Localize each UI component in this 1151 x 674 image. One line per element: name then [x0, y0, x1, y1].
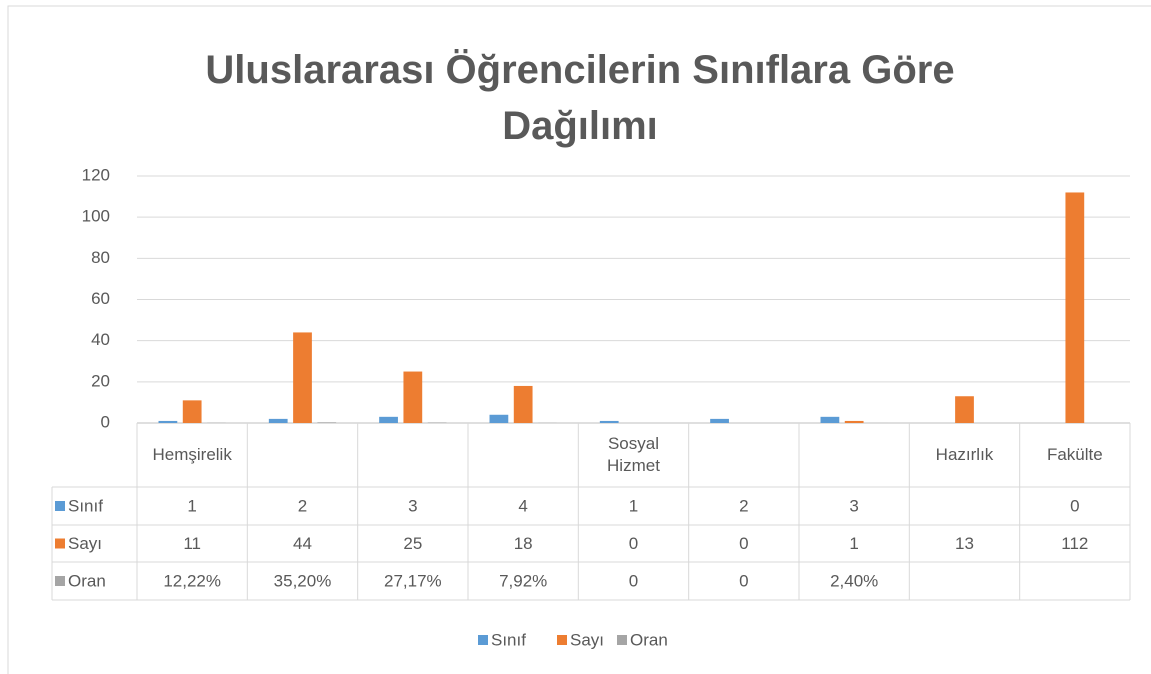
y-tick-label: 20 [91, 371, 110, 390]
table-value: 0 [629, 534, 638, 553]
bar [293, 332, 312, 423]
x-tick-label: Fakülte [1046, 445, 1103, 464]
table-value: 0 [1070, 496, 1079, 515]
bar [955, 396, 974, 423]
bar [513, 385, 533, 423]
bar [158, 420, 178, 423]
bar [317, 422, 337, 423]
table-value: 35,20% [274, 571, 332, 590]
bar [1065, 192, 1085, 423]
table-value: 0 [739, 534, 748, 553]
bar [379, 416, 398, 423]
y-tick-label: 80 [91, 248, 110, 267]
bar [427, 422, 447, 423]
legend-label: Sınıf [491, 630, 526, 649]
x-tick-label: Hazırlık [935, 445, 994, 464]
table-value: 12,22% [163, 571, 221, 590]
bar [710, 418, 729, 423]
legend-key [557, 635, 567, 645]
bar [268, 418, 288, 423]
x-tick-label: Sosyal Hizmet [607, 434, 660, 475]
table-value: 3 [408, 496, 417, 515]
bar [489, 414, 509, 423]
table-value: 13 [955, 534, 974, 553]
legend-key [55, 576, 65, 586]
table-value: 1 [187, 496, 196, 515]
legend-label: Oran [630, 630, 668, 649]
table-value: 112 [1061, 534, 1088, 553]
table-value: 3 [849, 496, 858, 515]
row-header: Sınıf [68, 496, 103, 515]
legend-label: Sayı [570, 630, 604, 649]
row-header: Oran [68, 571, 106, 590]
legend-key [55, 501, 65, 511]
legend-key [478, 635, 488, 645]
table-value: 1 [629, 496, 638, 515]
x-tick-label: Hemşirelik [152, 445, 232, 464]
legend-key [55, 538, 65, 549]
y-tick-label: 120 [82, 165, 110, 184]
table-value: 2 [739, 496, 748, 515]
chart-border [7, 5, 1151, 674]
table-value: 25 [403, 534, 422, 553]
table-value: 4 [518, 496, 527, 515]
bar [844, 420, 864, 423]
y-tick-label: 40 [91, 330, 110, 349]
table-value: 2,40% [830, 571, 878, 590]
legend-key [617, 635, 627, 645]
bar [182, 400, 202, 423]
bar [820, 416, 840, 423]
table-value: 44 [293, 534, 312, 553]
table-value: 0 [629, 571, 638, 590]
table-value: 0 [739, 571, 748, 590]
table-value: 18 [514, 534, 533, 553]
table-value: 27,17% [384, 571, 442, 590]
table-value: 11 [183, 534, 201, 553]
bar [403, 371, 423, 423]
bar [599, 420, 619, 423]
row-header: Sayı [68, 534, 102, 553]
y-tick-label: 100 [82, 207, 110, 226]
table-value: 2 [298, 496, 307, 515]
table-value: 7,92% [499, 571, 547, 590]
chart-title: Uluslararası Öğrencilerin Sınıflara Göre… [205, 48, 955, 148]
y-tick-label: 0 [101, 412, 110, 431]
table-value: 1 [849, 534, 858, 553]
y-tick-label: 60 [91, 289, 110, 308]
